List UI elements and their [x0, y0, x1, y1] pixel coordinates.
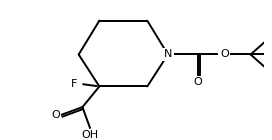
- Text: O: O: [194, 77, 202, 87]
- Text: OH: OH: [81, 130, 98, 140]
- Text: N: N: [164, 50, 172, 60]
- Text: O: O: [220, 50, 229, 60]
- Text: F: F: [70, 79, 77, 89]
- Text: O: O: [51, 110, 60, 120]
